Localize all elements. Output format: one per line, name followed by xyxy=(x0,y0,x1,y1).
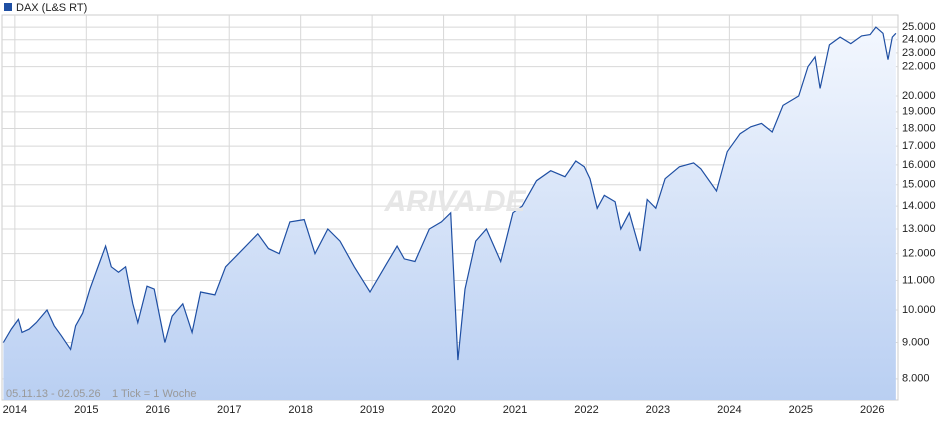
legend-label: DAX (L&S RT) xyxy=(16,2,87,14)
y-tick-label: 13.000 xyxy=(902,223,936,235)
y-tick-label: 20.000 xyxy=(902,90,936,102)
x-tick-label: 2022 xyxy=(574,404,598,416)
x-tick-label: 2018 xyxy=(288,404,312,416)
y-tick-label: 16.000 xyxy=(902,159,936,171)
y-tick-label: 25.000 xyxy=(902,21,936,33)
x-tick-label: 2024 xyxy=(717,404,741,416)
y-tick-label: 8.000 xyxy=(902,373,930,385)
y-tick-label: 18.000 xyxy=(902,122,936,134)
x-tick-label: 2020 xyxy=(431,404,455,416)
y-tick-label: 12.000 xyxy=(902,248,936,260)
y-tick-label: 9.000 xyxy=(902,336,930,348)
x-tick-label: 2019 xyxy=(360,404,384,416)
x-tick-label: 2017 xyxy=(217,404,241,416)
x-tick-label: 2016 xyxy=(146,404,170,416)
y-tick-label: 15.000 xyxy=(902,179,936,191)
x-tick-label: 2023 xyxy=(646,404,670,416)
y-tick-label: 19.000 xyxy=(902,106,936,118)
y-tick-label: 10.000 xyxy=(902,304,936,316)
x-tick-label: 2015 xyxy=(74,404,98,416)
tick-note: 1 Tick = 1 Woche xyxy=(112,388,196,400)
y-tick-label: 14.000 xyxy=(902,200,936,212)
legend-swatch xyxy=(4,3,12,11)
y-tick-label: 17.000 xyxy=(902,140,936,152)
x-tick-label: 2025 xyxy=(789,404,813,416)
y-tick-label: 24.000 xyxy=(902,34,936,46)
y-tick-label: 23.000 xyxy=(902,47,936,59)
y-tick-label: 22.000 xyxy=(902,60,936,72)
x-tick-label: 2026 xyxy=(860,404,884,416)
y-tick-label: 11.000 xyxy=(902,274,935,286)
x-tick-label: 2021 xyxy=(503,404,527,416)
watermark: ARIVA.DE xyxy=(383,185,526,218)
line xyxy=(2,26,897,361)
range-note: 05.11.13 - 02.05.26 xyxy=(6,388,101,400)
x-tick-label: 2014 xyxy=(3,404,27,416)
area xyxy=(3,27,896,400)
